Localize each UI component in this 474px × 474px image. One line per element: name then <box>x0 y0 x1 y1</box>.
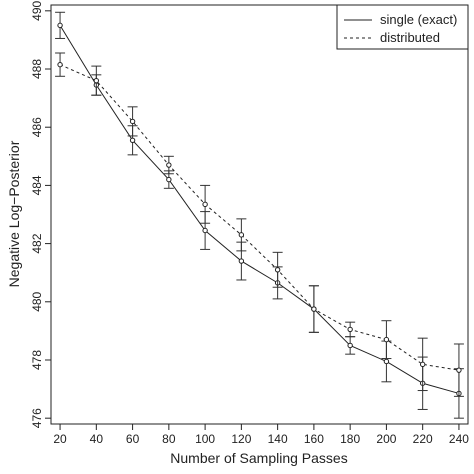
data-point <box>456 367 462 373</box>
x-tick-label: 40 <box>90 432 104 446</box>
data-point <box>347 326 353 333</box>
data-point <box>383 336 390 343</box>
data-point <box>202 201 208 208</box>
y-tick-label: 490 <box>30 0 44 20</box>
x-tick-label: 140 <box>268 432 288 446</box>
x-tick-label: 160 <box>304 432 324 446</box>
x-axis: 20 40 60 80 100 120 140 160 180 200 220 240 <box>53 424 469 446</box>
data-point <box>129 137 136 144</box>
data-point <box>93 77 100 84</box>
y-tick-label: 482 <box>30 233 44 253</box>
data-point <box>202 227 208 234</box>
data-point <box>57 22 63 29</box>
data-point <box>129 118 136 125</box>
y-tick-label: 480 <box>30 291 44 311</box>
legend-label-single: single (exact) <box>380 12 457 27</box>
x-tick-label: 220 <box>413 432 433 446</box>
x-axis-label: Number of Sampling Passes <box>170 450 347 466</box>
data-point <box>166 176 172 183</box>
data-point <box>274 267 281 273</box>
series-line <box>59 64 460 371</box>
plot-frame <box>50 4 469 425</box>
y-tick-label: 484 <box>30 175 44 195</box>
y-tick-label: 486 <box>30 117 44 137</box>
data-point <box>57 61 63 68</box>
data-point <box>311 306 317 312</box>
y-tick-label: 488 <box>30 59 44 79</box>
x-tick-label: 200 <box>376 432 396 446</box>
legend: single (exact) distributed <box>336 4 469 50</box>
series-distributed <box>55 52 464 397</box>
x-tick-label: 60 <box>126 432 140 446</box>
legend-label-distributed: distributed <box>380 30 440 45</box>
data-point <box>383 358 390 365</box>
x-tick-label: 240 <box>449 432 469 446</box>
series-layer <box>55 11 464 419</box>
x-tick-label: 20 <box>53 432 67 446</box>
x-tick-label: 120 <box>231 432 251 446</box>
data-point <box>238 232 245 238</box>
y-axis-label: Negative Log−Posterior <box>6 140 22 287</box>
series-line <box>59 25 460 394</box>
y-tick-label: 478 <box>30 350 44 370</box>
x-tick-label: 80 <box>162 432 176 446</box>
y-tick-label: 476 <box>30 408 44 428</box>
x-tick-label: 100 <box>195 432 215 446</box>
data-point <box>238 258 245 264</box>
data-point <box>419 361 426 368</box>
y-axis: 476 478 480 482 484 486 488 490 <box>30 0 51 428</box>
x-tick-label: 180 <box>340 432 360 446</box>
series-single <box>55 11 464 419</box>
data-point <box>166 162 172 168</box>
data-point <box>347 342 353 349</box>
legend-box <box>336 4 469 50</box>
